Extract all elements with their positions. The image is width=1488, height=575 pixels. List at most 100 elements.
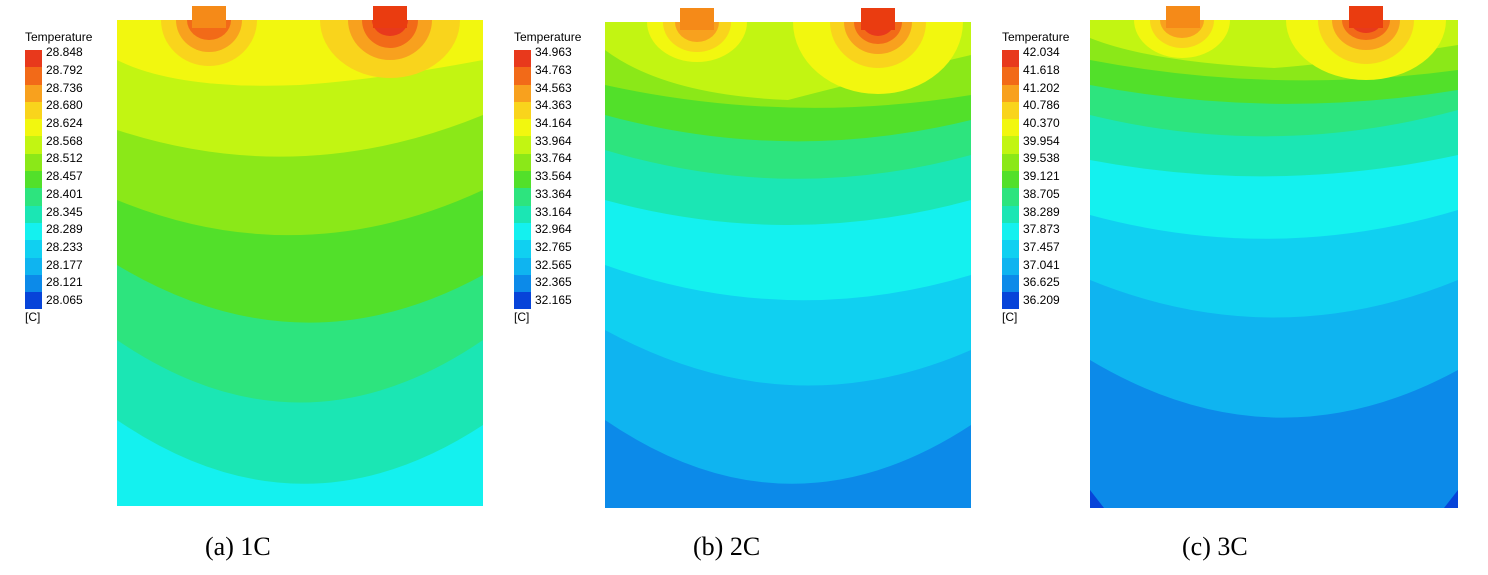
legend-tick: 39.121 [1023,169,1060,183]
legend-swatch [1002,153,1019,172]
legend-swatch [1002,101,1019,120]
legend-swatch [25,136,42,154]
legend-tick: 33.764 [535,151,572,165]
legend-tick: 28.792 [46,63,83,77]
legend-swatch [25,188,42,206]
legend-swatch [514,153,531,172]
legend-swatch [514,67,531,85]
legend-tick: 32.165 [535,293,572,307]
tab-right [1349,6,1383,28]
legend-tick: 28.568 [46,134,83,148]
legend-swatch [514,50,531,68]
caption: (a) 1C [205,532,271,561]
legend-tick: 40.370 [1023,116,1060,130]
legend-swatch [25,84,42,102]
legend-tick: 28.233 [46,240,83,254]
legend-swatch [25,67,42,85]
color-legend [25,50,42,310]
legend-tick: 32.964 [535,222,572,236]
legend-tick: 34.164 [535,116,572,130]
legend-tick: 39.954 [1023,134,1060,148]
caption: (c) 3C [1182,532,1248,561]
legend-tick: 34.763 [535,63,572,77]
tab-left [680,8,714,30]
legend-swatch [1002,222,1019,241]
legend-tick: 34.963 [535,45,572,59]
legend-tick: 33.364 [535,187,572,201]
legend-tick: 41.202 [1023,81,1060,95]
temperature-contour-plot [1090,6,1458,508]
legend-tick: 32.565 [535,258,572,272]
legend-swatch [25,50,42,68]
legend-tick: 38.705 [1023,187,1060,201]
legend-tick: 37.457 [1023,240,1060,254]
legend-title: Temperature [514,30,582,44]
temperature-contour-plot [117,6,483,506]
legend-swatch [1002,171,1019,189]
legend-unit: [C] [1002,310,1018,324]
tab-right [861,8,895,30]
caption: (b) 2C [693,532,761,561]
legend-swatch [514,84,531,102]
legend-tick: 28.401 [46,187,83,201]
legend-tick: 33.564 [535,169,572,183]
tab-right [373,6,407,28]
legend-tick: 37.041 [1023,258,1060,272]
legend-swatch [514,274,531,293]
legend-swatch [514,136,531,154]
color-legend [1002,50,1019,310]
legend-swatch [1002,67,1019,85]
legend-swatch [514,188,531,206]
legend-swatch [1002,50,1019,68]
legend-tick: 37.873 [1023,222,1060,236]
legend-swatch [514,119,531,137]
legend-tick: 36.209 [1023,293,1060,307]
legend-tick: 38.289 [1023,205,1060,219]
legend-swatch [1002,84,1019,102]
legend-tick: 39.538 [1023,151,1060,165]
legend-tick: 33.164 [535,205,572,219]
legend-tick: 36.625 [1023,275,1060,289]
legend-swatch [25,171,42,189]
legend-swatch [25,292,42,310]
legend-swatch [514,171,531,189]
legend-title: Temperature [25,30,93,44]
legend-unit: [C] [514,310,530,324]
panel-b: Temperature 34.963 34.763 34.563 34.363 … [488,0,984,575]
legend-swatch [1002,257,1019,275]
legend-swatch [25,257,42,275]
legend-swatch [1002,136,1019,154]
legend-tick: 28.289 [46,222,83,236]
legend-swatch [25,101,42,120]
panel-c: Temperature 42.034 41.618 41.202 40.786 … [976,0,1472,575]
legend-swatch [25,274,42,293]
legend-swatch [514,292,531,310]
legend-unit: [C] [25,310,41,324]
legend-tick: 28.848 [46,45,83,59]
legend-swatch [1002,205,1019,223]
legend-tick: 32.765 [535,240,572,254]
color-legend [514,50,531,310]
temperature-contour-plot [605,8,971,508]
legend-tick: 28.624 [46,116,83,130]
legend-tick: 42.034 [1023,45,1060,59]
legend-tick: 34.563 [535,81,572,95]
legend-tick: 28.736 [46,81,83,95]
legend-tick: 28.680 [46,98,83,112]
legend-tick: 28.121 [46,275,83,289]
legend-swatch [1002,292,1019,310]
legend-swatch [514,240,531,258]
legend-tick: 28.177 [46,258,83,272]
legend-swatch [25,240,42,258]
legend-swatch [514,205,531,223]
legend-swatch [514,257,531,275]
legend-swatch [514,101,531,120]
legend-tick: 28.512 [46,151,83,165]
legend-tick: 28.457 [46,169,83,183]
legend-swatch [25,222,42,241]
legend-swatch [25,153,42,172]
legend-title: Temperature [1002,30,1070,44]
legend-tick: 34.363 [535,98,572,112]
panel-a: Temperature 28.848 28.792 28.736 28.680 … [0,0,496,575]
legend-tick: 32.365 [535,275,572,289]
